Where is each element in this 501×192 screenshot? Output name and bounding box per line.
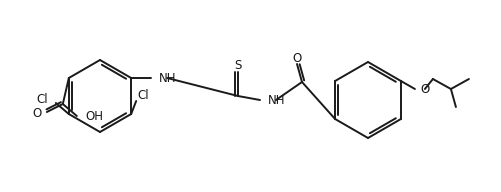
Text: S: S [234, 60, 241, 73]
Text: O: O [292, 51, 301, 65]
Text: NH: NH [268, 94, 285, 108]
Text: NH: NH [159, 73, 176, 85]
Text: Cl: Cl [36, 94, 48, 107]
Text: O: O [419, 84, 428, 97]
Text: O: O [33, 108, 42, 121]
Text: OH: OH [86, 111, 104, 123]
Text: Cl: Cl [137, 89, 148, 103]
